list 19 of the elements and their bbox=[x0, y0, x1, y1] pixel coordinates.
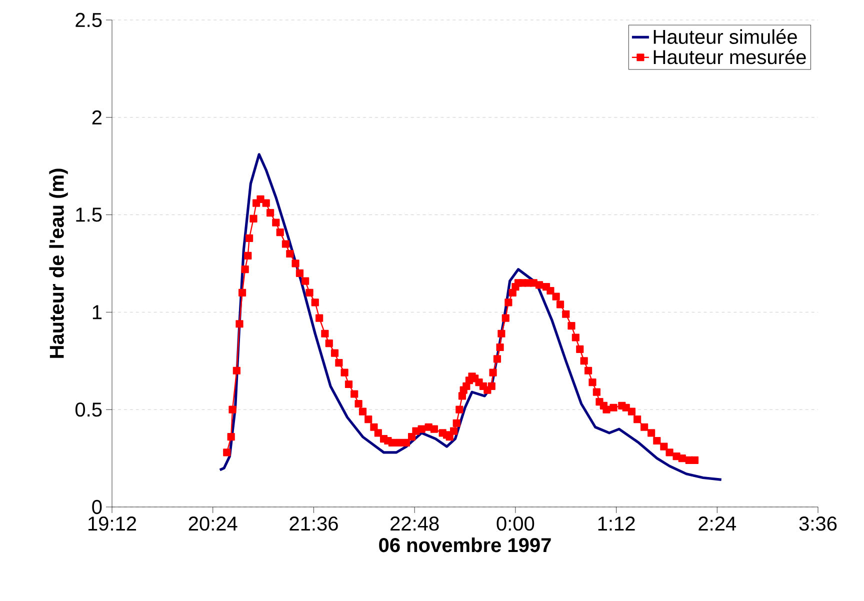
x-tick-label: 3:36 bbox=[799, 516, 837, 531]
y-tick-label: 1 bbox=[92, 305, 102, 320]
x-tick-label: 1:12 bbox=[598, 516, 635, 530]
y-axis-title: Hauteur de l'eau (m) bbox=[49, 168, 68, 358]
x-tick-label: 22:48 bbox=[390, 516, 439, 531]
y-tick-label: 2 bbox=[92, 110, 102, 124]
legend-label: Hauteur mesurée bbox=[654, 49, 806, 64]
x-tick-label: 20:24 bbox=[188, 516, 238, 531]
y-tick-label: 1.5 bbox=[76, 208, 102, 222]
x-axis-title: 06 novembre 1997 bbox=[379, 538, 551, 552]
x-tick-label: 0:00 bbox=[496, 516, 534, 531]
x-tick-label: 21:36 bbox=[290, 516, 338, 531]
legend-label: Hauteur simulée bbox=[654, 29, 797, 44]
y-tick-label: 0.5 bbox=[75, 402, 102, 417]
y-tick-label: 0 bbox=[92, 500, 102, 514]
line-series bbox=[218, 153, 723, 482]
y-tick-label: 2.5 bbox=[76, 12, 102, 28]
x-tick-label: 2:24 bbox=[698, 516, 736, 530]
x-tick-label: 19:12 bbox=[88, 516, 136, 531]
